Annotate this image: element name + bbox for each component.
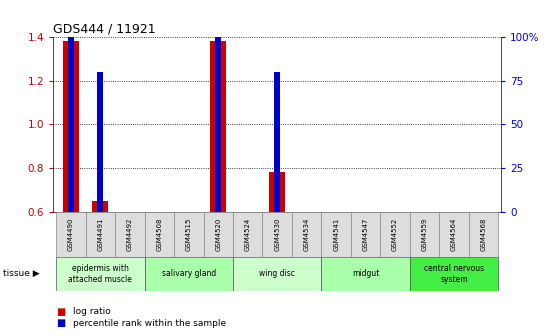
Text: salivary gland: salivary gland [162, 269, 216, 278]
Text: GSM4552: GSM4552 [392, 218, 398, 251]
Text: midgut: midgut [352, 269, 379, 278]
Text: ■: ■ [56, 307, 66, 317]
Text: GSM4534: GSM4534 [304, 218, 310, 251]
Bar [410, 257, 498, 291]
Bar [410, 212, 439, 257]
Bar [56, 212, 86, 257]
Text: wing disc: wing disc [259, 269, 295, 278]
Bar [144, 212, 174, 257]
Bar [321, 257, 410, 291]
Bar [233, 257, 321, 291]
Text: percentile rank within the sample: percentile rank within the sample [73, 319, 226, 328]
Bar [380, 212, 410, 257]
Text: GSM4530: GSM4530 [274, 218, 280, 251]
Bar [56, 257, 144, 291]
Text: GSM4524: GSM4524 [245, 218, 251, 251]
Text: GSM4568: GSM4568 [480, 218, 487, 251]
Bar [203, 212, 233, 257]
Bar [274, 72, 280, 212]
Bar [92, 201, 109, 212]
Bar [351, 212, 380, 257]
Bar [144, 257, 233, 291]
Bar [263, 212, 292, 257]
Text: GSM4541: GSM4541 [333, 218, 339, 251]
Bar [469, 212, 498, 257]
Text: GSM4520: GSM4520 [215, 218, 221, 251]
Bar [115, 212, 144, 257]
Bar [174, 212, 203, 257]
Text: GSM4491: GSM4491 [97, 218, 104, 251]
Bar [321, 212, 351, 257]
Text: GSM4564: GSM4564 [451, 218, 457, 251]
Bar [439, 212, 469, 257]
Bar [215, 37, 221, 212]
Text: GSM4547: GSM4547 [363, 218, 368, 251]
Bar [233, 212, 263, 257]
Text: GDS444 / 11921: GDS444 / 11921 [53, 23, 156, 36]
Bar [86, 212, 115, 257]
Text: central nervous
system: central nervous system [424, 264, 484, 284]
Text: GSM4559: GSM4559 [422, 218, 428, 251]
Bar [269, 172, 285, 212]
Bar [97, 72, 103, 212]
Bar [63, 41, 79, 212]
Bar [68, 37, 74, 212]
Text: log ratio: log ratio [73, 307, 110, 316]
Text: GSM4490: GSM4490 [68, 218, 74, 251]
Text: GSM4515: GSM4515 [186, 218, 192, 251]
Text: GSM4492: GSM4492 [127, 218, 133, 251]
Text: epidermis with
attached muscle: epidermis with attached muscle [68, 264, 132, 284]
Text: GSM4508: GSM4508 [156, 218, 162, 251]
Text: ■: ■ [56, 318, 66, 328]
Bar [210, 41, 226, 212]
Text: tissue ▶: tissue ▶ [3, 269, 39, 278]
Bar [292, 212, 321, 257]
